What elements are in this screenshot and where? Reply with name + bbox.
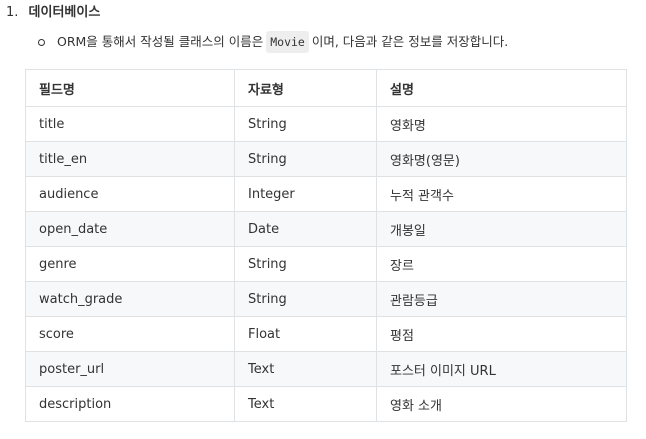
fields-table: 필드명 자료형 설명 title String 영화명 title_en Str… bbox=[25, 69, 627, 422]
cell-description: 장르 bbox=[376, 246, 627, 282]
table-row: watch_grade String 관람등급 bbox=[25, 281, 627, 317]
cell-field-name: title_en bbox=[25, 141, 235, 177]
header-description: 설명 bbox=[376, 69, 627, 107]
bullet-text-after: 이며, 다음과 같은 정보를 저장합니다. bbox=[311, 34, 509, 49]
table-row: title_en String 영화명(영문) bbox=[25, 141, 627, 177]
cell-description: 영화 소개 bbox=[376, 386, 627, 422]
cell-data-type: Date bbox=[234, 211, 377, 247]
inline-code: Movie bbox=[266, 31, 309, 53]
cell-data-type: Text bbox=[234, 386, 377, 422]
cell-description: 누적 관객수 bbox=[376, 176, 627, 212]
table-row: open_date Date 개봉일 bbox=[25, 211, 627, 247]
bullet-text-before: ORM을 통해서 작성될 클래스의 이름은 bbox=[57, 34, 264, 49]
section-number: 1. bbox=[6, 5, 19, 20]
header-data-type: 자료형 bbox=[234, 69, 377, 107]
table-row: audience Integer 누적 관객수 bbox=[25, 176, 627, 212]
cell-data-type: String bbox=[234, 246, 377, 282]
cell-field-name: poster_url bbox=[25, 351, 235, 387]
table-row: description Text 영화 소개 bbox=[25, 386, 627, 422]
cell-description: 영화명 bbox=[376, 106, 627, 142]
cell-description: 영화명(영문) bbox=[376, 141, 627, 177]
cell-field-name: description bbox=[25, 386, 235, 422]
table-header-row: 필드명 자료형 설명 bbox=[25, 69, 627, 107]
bullet-item: ORM을 통해서 작성될 클래스의 이름은 Movie 이며, 다음과 같은 정… bbox=[38, 31, 508, 53]
cell-description: 개봉일 bbox=[376, 211, 627, 247]
section-title: 데이터베이스 bbox=[28, 5, 101, 20]
cell-field-name: genre bbox=[25, 246, 235, 282]
cell-data-type: Integer bbox=[234, 176, 377, 212]
cell-data-type: Float bbox=[234, 316, 377, 352]
cell-data-type: Text bbox=[234, 351, 377, 387]
table-row: score Float 평점 bbox=[25, 316, 627, 352]
cell-description: 포스터 이미지 URL bbox=[376, 351, 627, 387]
cell-data-type: String bbox=[234, 106, 377, 142]
table-row: poster_url Text 포스터 이미지 URL bbox=[25, 351, 627, 387]
cell-field-name: title bbox=[25, 106, 235, 142]
cell-description: 평점 bbox=[376, 316, 627, 352]
cell-field-name: watch_grade bbox=[25, 281, 235, 317]
cell-description: 관람등급 bbox=[376, 281, 627, 317]
cell-field-name: score bbox=[25, 316, 235, 352]
cell-field-name: open_date bbox=[25, 211, 235, 247]
cell-data-type: String bbox=[234, 141, 377, 177]
table-row: title String 영화명 bbox=[25, 106, 627, 142]
table-row: genre String 장르 bbox=[25, 246, 627, 282]
section-heading: 1. 데이터베이스 bbox=[6, 3, 100, 23]
header-field-name: 필드명 bbox=[25, 69, 235, 107]
bullet-circle-icon bbox=[38, 38, 45, 46]
cell-field-name: audience bbox=[25, 176, 235, 212]
cell-data-type: String bbox=[234, 281, 377, 317]
